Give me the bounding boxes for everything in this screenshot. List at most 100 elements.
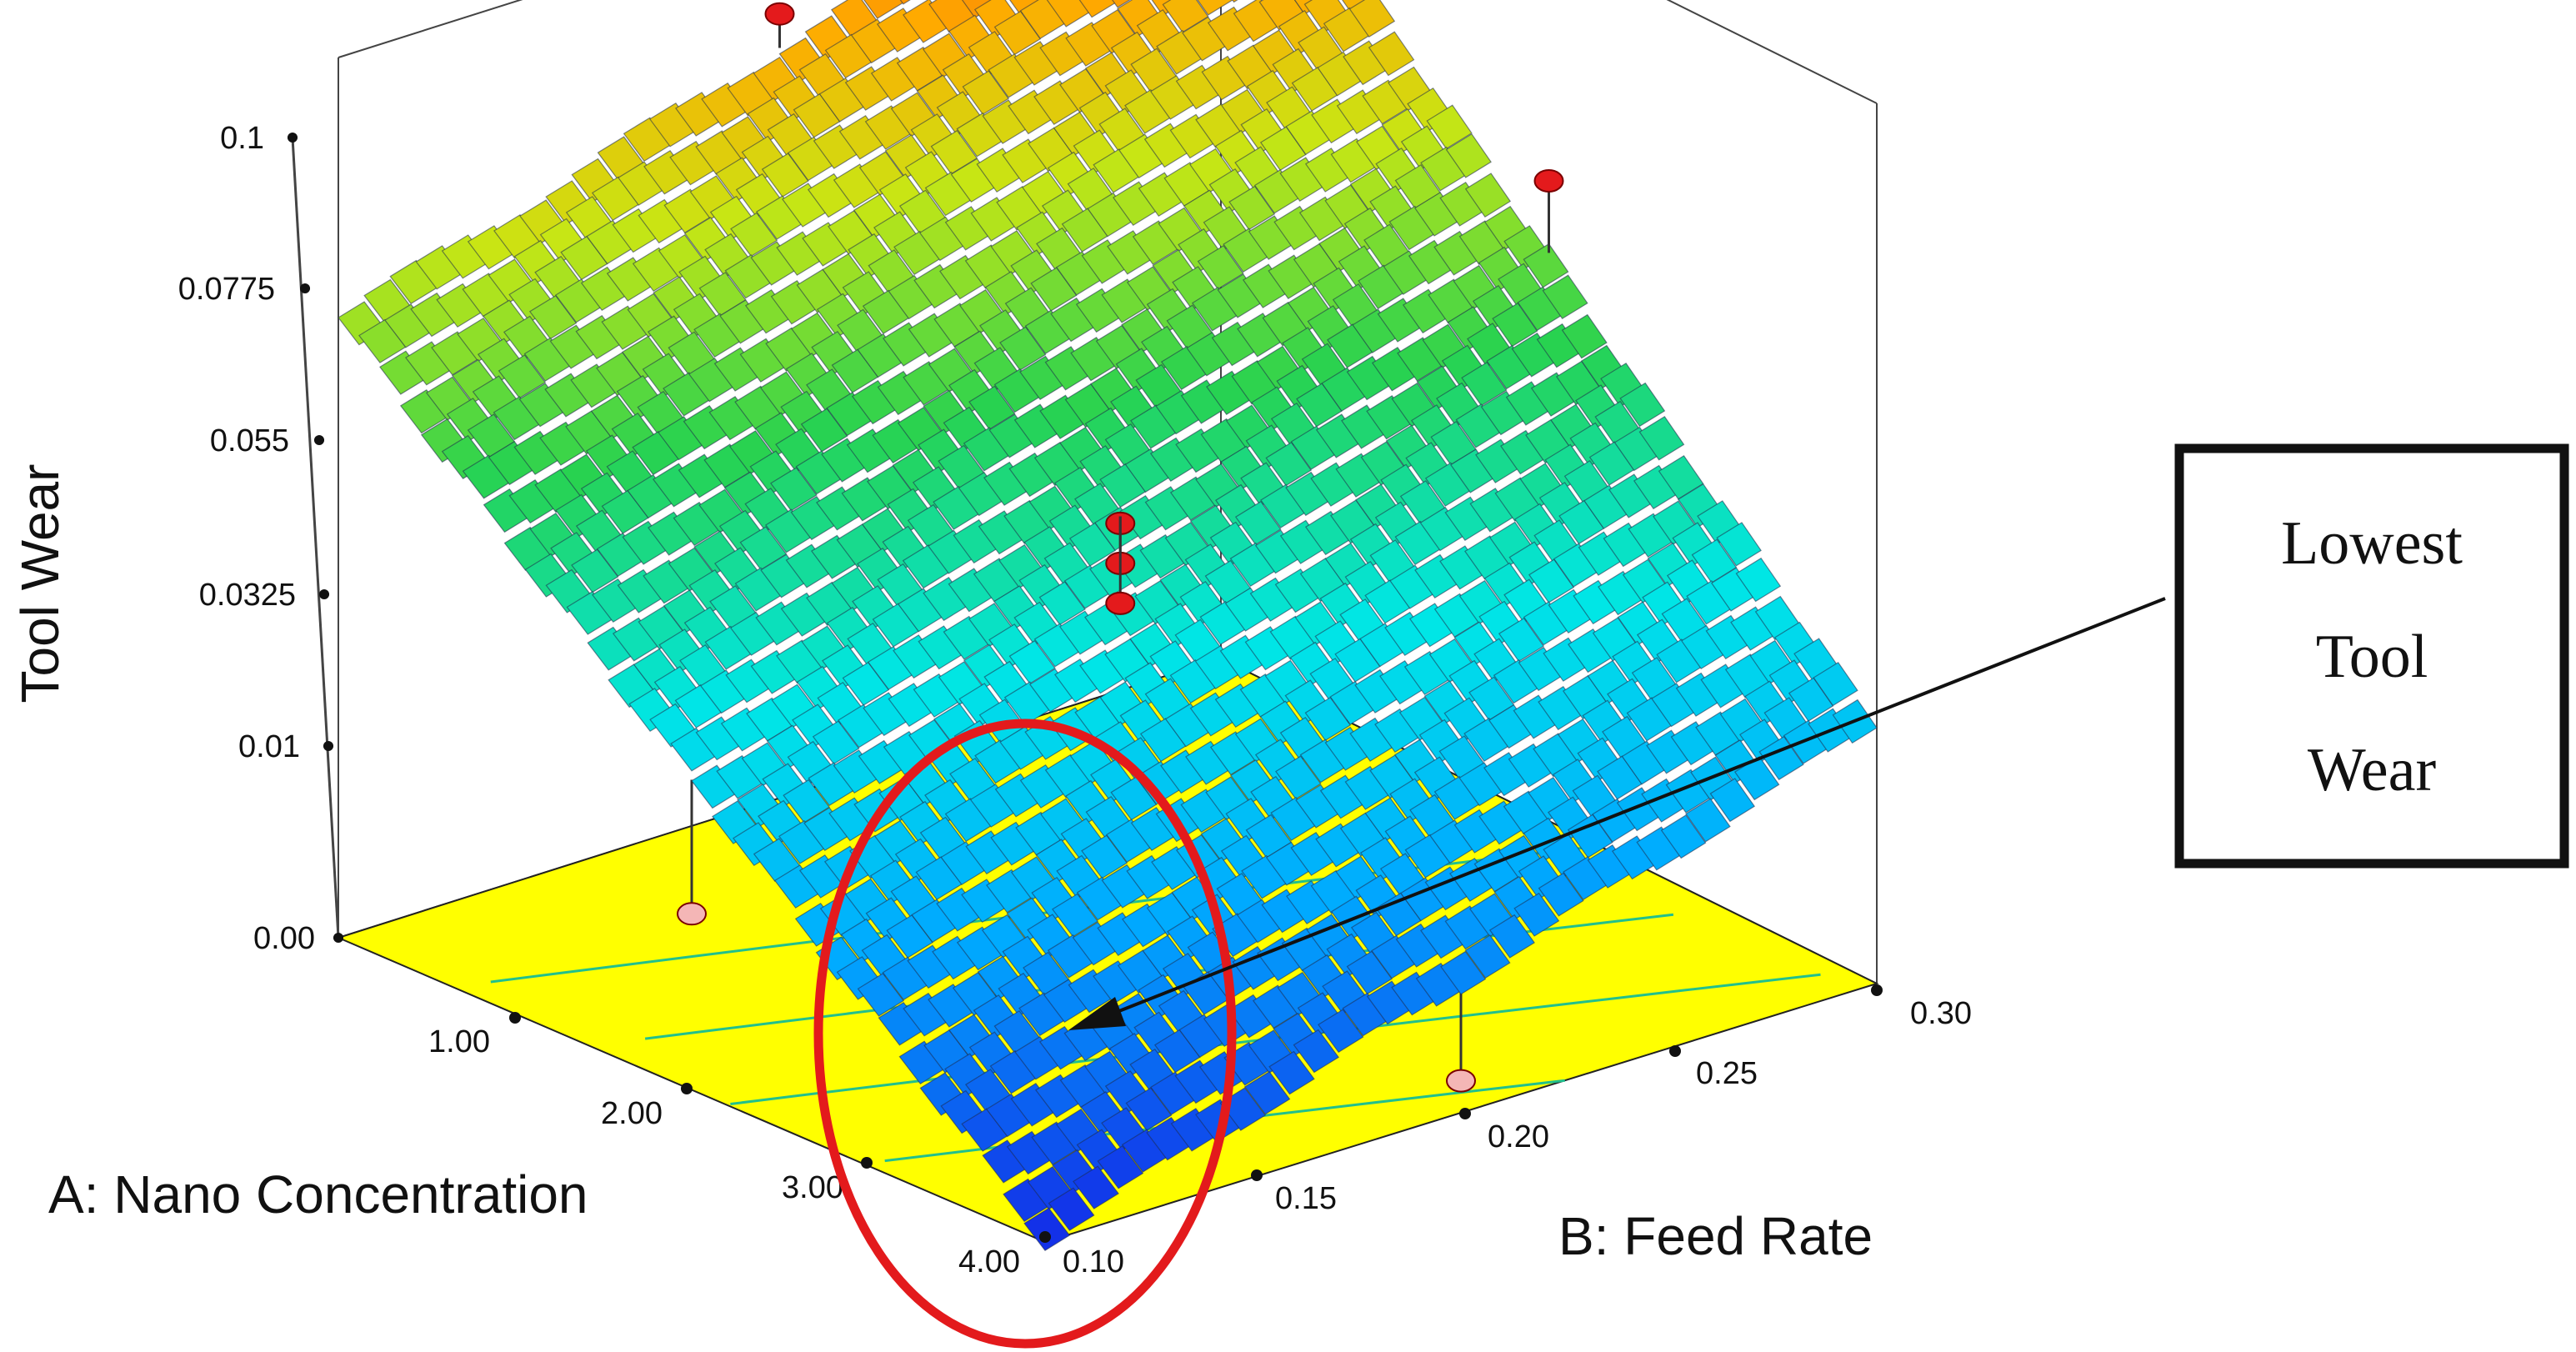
callout-arrow xyxy=(1068,597,2166,1030)
a-axis-title: A: Nano Concentration xyxy=(48,1164,588,1224)
z-tick-dot-3 xyxy=(314,435,324,445)
a-tick-dot-3 xyxy=(861,1157,873,1169)
z-tick-label-3: 0.055 xyxy=(210,423,289,458)
surface-cell xyxy=(1304,696,1352,742)
surface-cell xyxy=(1293,1029,1340,1074)
callout-line-2: Tool xyxy=(2316,623,2428,691)
surface-cell xyxy=(1197,0,1234,16)
surface-cell xyxy=(1318,1009,1364,1054)
surface-cell xyxy=(1023,1207,1071,1251)
z-tick-dot-0 xyxy=(333,933,343,943)
surface-cell xyxy=(1758,735,1804,781)
surface-cell xyxy=(1265,441,1313,487)
surface-cell xyxy=(1197,244,1244,290)
surface-cell xyxy=(1052,893,1099,938)
design-points xyxy=(764,2,1564,615)
surface-cell xyxy=(1228,185,1276,231)
surface-cell xyxy=(1348,0,1396,38)
z-tick-label-2: 0.0325 xyxy=(199,578,296,613)
surface-cell xyxy=(1464,173,1512,218)
surface-cell xyxy=(528,295,578,340)
z-axis-title: Tool Wear xyxy=(10,464,70,704)
surface-cell xyxy=(857,973,905,1017)
b-tick-dot-3 xyxy=(1669,1045,1681,1057)
surface-cell xyxy=(498,354,547,399)
surface-cell xyxy=(1275,755,1322,800)
b-tick-label-1: 0.15 xyxy=(1275,1181,1337,1216)
z-tick-label-0: 0.00 xyxy=(253,921,315,956)
callout-line-1: Lowest xyxy=(2281,509,2463,578)
surface-cell xyxy=(1097,1145,1144,1189)
surface-cell xyxy=(1813,661,1858,707)
z-tick-label-1: 0.01 xyxy=(238,729,300,764)
surface-cell xyxy=(1709,778,1756,823)
surface-cell xyxy=(1619,382,1666,428)
b-tick-dot-1 xyxy=(1251,1169,1263,1181)
front-frame xyxy=(291,137,340,939)
callout-box: Lowest Tool Wear xyxy=(2174,443,2569,869)
frame-right-top xyxy=(1666,0,1878,104)
surface-cell xyxy=(999,326,1047,371)
b-tick-label-0: 0.10 xyxy=(1063,1244,1124,1279)
surface-cell xyxy=(1368,31,1415,77)
surface-cell xyxy=(1464,934,1511,979)
a-tick-label-1: 1.00 xyxy=(428,1024,490,1059)
a-tick-label-3: 3.00 xyxy=(782,1170,843,1205)
surface-cell xyxy=(1440,950,1487,995)
surface-cell xyxy=(1426,104,1473,150)
point-stems xyxy=(677,779,1476,1093)
surface-cell xyxy=(1112,0,1131,8)
a-tick-dot-2 xyxy=(681,1083,693,1094)
surface-cell xyxy=(1492,302,1538,348)
surface-cell xyxy=(899,0,911,5)
frame-back-top xyxy=(338,0,523,58)
surface-cell xyxy=(1081,834,1128,879)
surface-cell xyxy=(1461,361,1508,407)
z-tick-dot-1 xyxy=(323,741,333,751)
design-point-4 xyxy=(1105,591,1136,615)
surface-cell xyxy=(1498,617,1545,663)
surface-cell xyxy=(1038,581,1086,626)
a-tick-label-2: 2.00 xyxy=(601,1096,663,1131)
surface-cell xyxy=(770,467,818,512)
surface-cell xyxy=(962,70,1009,116)
b-tick-dot-4 xyxy=(1871,984,1883,996)
design-point-6 xyxy=(1446,1069,1476,1093)
design-point-1 xyxy=(1533,169,1564,193)
surface-cell xyxy=(1445,133,1492,178)
surface-cell xyxy=(1268,1050,1315,1095)
surface-cell xyxy=(1538,872,1584,917)
surface-cell xyxy=(1234,500,1282,546)
b-tick-dot-2 xyxy=(1459,1108,1471,1119)
b-axis-ticks: 0.10 0.15 0.20 0.25 0.30 xyxy=(1063,984,1972,1279)
z-tick-label-4: 0.0775 xyxy=(178,272,275,307)
surface-cell xyxy=(1716,522,1762,567)
a-axis-ticks: 1.00 2.00 3.00 4.00 xyxy=(428,1012,1051,1279)
a-tick-dot-1 xyxy=(509,1012,521,1024)
lowest-wear-highlight-ellipse xyxy=(813,719,1237,1349)
surface-cell xyxy=(730,212,778,258)
surface-cell xyxy=(1685,798,1731,843)
surface-cell xyxy=(1513,892,1560,937)
design-point-5 xyxy=(677,902,707,926)
surface-cell xyxy=(1523,243,1569,288)
frame-front-left-vertical xyxy=(291,137,340,939)
surface-cell xyxy=(1542,274,1588,320)
z-tick-dot-5 xyxy=(288,133,298,143)
response-surface xyxy=(338,0,1878,1251)
callout-line-3: Wear xyxy=(2308,736,2436,804)
surface-cell xyxy=(812,720,860,765)
z-tick-dot-4 xyxy=(300,283,310,293)
surface-cell xyxy=(1073,1165,1119,1209)
surface-cell xyxy=(1243,1070,1291,1115)
a-tick-dot-4 xyxy=(1039,1231,1051,1243)
b-tick-label-4: 0.30 xyxy=(1910,996,1972,1031)
surface-cell xyxy=(1488,914,1535,959)
z-tick-label-5: 0.1 xyxy=(220,121,264,156)
b-axis-title: B: Feed Rate xyxy=(1558,1206,1873,1266)
z-axis-ticks: 0.00 0.01 0.0325 0.055 0.0775 0.1 xyxy=(178,121,343,956)
surface-cell xyxy=(1125,1087,1173,1131)
surface-cell xyxy=(1638,415,1685,461)
surface-cell xyxy=(1232,0,1238,3)
